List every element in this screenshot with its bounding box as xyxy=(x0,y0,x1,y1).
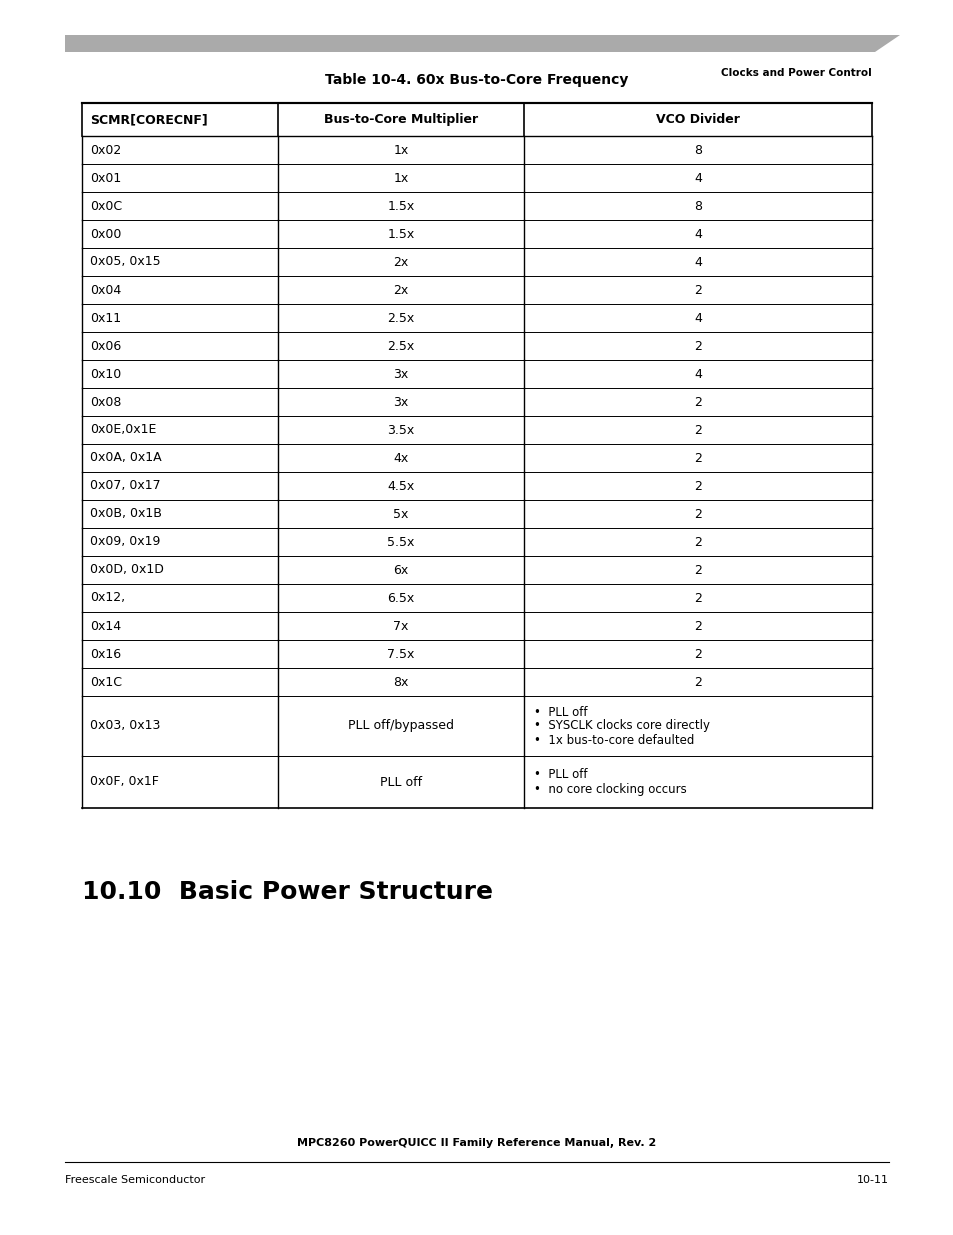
Text: 0x0E,0x1E: 0x0E,0x1E xyxy=(90,424,156,436)
Text: 3x: 3x xyxy=(393,368,408,380)
Text: 6x: 6x xyxy=(393,563,408,577)
Polygon shape xyxy=(65,35,899,52)
Text: 0x11: 0x11 xyxy=(90,311,121,325)
Text: 0x10: 0x10 xyxy=(90,368,121,380)
Text: 7.5x: 7.5x xyxy=(387,647,415,661)
Text: •  no core clocking occurs: • no core clocking occurs xyxy=(534,783,686,795)
Text: 0x02: 0x02 xyxy=(90,143,121,157)
Text: 0x0C: 0x0C xyxy=(90,200,122,212)
Text: 2: 2 xyxy=(694,340,701,352)
Text: Clocks and Power Control: Clocks and Power Control xyxy=(720,68,871,78)
Text: 2.5x: 2.5x xyxy=(387,340,415,352)
Text: 4x: 4x xyxy=(393,452,408,464)
Text: 4.5x: 4.5x xyxy=(387,479,415,493)
Text: 2: 2 xyxy=(694,452,701,464)
Text: 0x08: 0x08 xyxy=(90,395,121,409)
Text: 2: 2 xyxy=(694,395,701,409)
Text: 0x14: 0x14 xyxy=(90,620,121,632)
Text: •  1x bus-to-core defaulted: • 1x bus-to-core defaulted xyxy=(534,734,694,746)
Text: VCO Divider: VCO Divider xyxy=(656,112,740,126)
Text: •  PLL off: • PLL off xyxy=(534,768,587,782)
Text: 8: 8 xyxy=(693,200,701,212)
Text: 0x0B, 0x1B: 0x0B, 0x1B xyxy=(90,508,162,520)
Text: 2: 2 xyxy=(694,647,701,661)
Text: 2x: 2x xyxy=(393,256,408,268)
Text: 3x: 3x xyxy=(393,395,408,409)
Text: 4: 4 xyxy=(694,256,701,268)
Text: 2: 2 xyxy=(694,508,701,520)
Text: 1.5x: 1.5x xyxy=(387,227,415,241)
Text: 7x: 7x xyxy=(393,620,408,632)
Text: 0x04: 0x04 xyxy=(90,284,121,296)
Text: 5x: 5x xyxy=(393,508,408,520)
Text: 0x07, 0x17: 0x07, 0x17 xyxy=(90,479,160,493)
Text: 8x: 8x xyxy=(393,676,408,688)
Text: 1x: 1x xyxy=(393,172,408,184)
Text: PLL off: PLL off xyxy=(379,776,421,788)
Text: 10.10  Basic Power Structure: 10.10 Basic Power Structure xyxy=(82,881,493,904)
Text: 4: 4 xyxy=(694,227,701,241)
Text: •  SYSCLK clocks core directly: • SYSCLK clocks core directly xyxy=(534,720,709,732)
Text: 0x03, 0x13: 0x03, 0x13 xyxy=(90,720,160,732)
Text: 1x: 1x xyxy=(393,143,408,157)
Text: 8: 8 xyxy=(693,143,701,157)
Text: 0x00: 0x00 xyxy=(90,227,121,241)
Bar xyxy=(82,103,871,136)
Text: 0x05, 0x15: 0x05, 0x15 xyxy=(90,256,160,268)
Text: 2: 2 xyxy=(694,536,701,548)
Text: 2x: 2x xyxy=(393,284,408,296)
Text: 2: 2 xyxy=(694,424,701,436)
Text: 2: 2 xyxy=(694,676,701,688)
Text: 2: 2 xyxy=(694,592,701,604)
Text: 4: 4 xyxy=(694,311,701,325)
Text: PLL off/bypassed: PLL off/bypassed xyxy=(348,720,454,732)
Text: 10-11: 10-11 xyxy=(856,1174,888,1186)
Text: 5.5x: 5.5x xyxy=(387,536,415,548)
Text: Freescale Semiconductor: Freescale Semiconductor xyxy=(65,1174,205,1186)
Text: Bus-to-Core Multiplier: Bus-to-Core Multiplier xyxy=(324,112,477,126)
Text: 0x0F, 0x1F: 0x0F, 0x1F xyxy=(90,776,159,788)
Text: 2: 2 xyxy=(694,620,701,632)
Text: 0x1C: 0x1C xyxy=(90,676,122,688)
Text: 0x16: 0x16 xyxy=(90,647,121,661)
Text: 6.5x: 6.5x xyxy=(387,592,415,604)
Text: 1.5x: 1.5x xyxy=(387,200,415,212)
Text: Table 10-4. 60x Bus-to-Core Frequency: Table 10-4. 60x Bus-to-Core Frequency xyxy=(325,73,628,86)
Text: 2: 2 xyxy=(694,563,701,577)
Text: 0x0A, 0x1A: 0x0A, 0x1A xyxy=(90,452,161,464)
Text: 0x0D, 0x1D: 0x0D, 0x1D xyxy=(90,563,164,577)
Text: SCMR[CORECNF]: SCMR[CORECNF] xyxy=(90,112,208,126)
Text: 2: 2 xyxy=(694,284,701,296)
Text: 3.5x: 3.5x xyxy=(387,424,415,436)
Text: 0x01: 0x01 xyxy=(90,172,121,184)
Text: 4: 4 xyxy=(694,368,701,380)
Text: 0x12,: 0x12, xyxy=(90,592,125,604)
Text: 0x06: 0x06 xyxy=(90,340,121,352)
Text: 2: 2 xyxy=(694,479,701,493)
Text: 2.5x: 2.5x xyxy=(387,311,415,325)
Text: 4: 4 xyxy=(694,172,701,184)
Text: 0x09, 0x19: 0x09, 0x19 xyxy=(90,536,160,548)
Text: MPC8260 PowerQUICC II Family Reference Manual, Rev. 2: MPC8260 PowerQUICC II Family Reference M… xyxy=(297,1137,656,1149)
Text: •  PLL off: • PLL off xyxy=(534,705,587,719)
